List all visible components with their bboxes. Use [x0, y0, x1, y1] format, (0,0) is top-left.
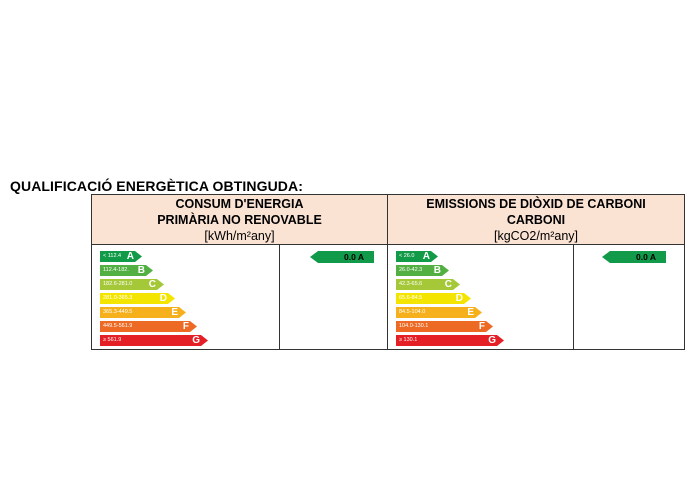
rating-range: ≥ 130.1	[399, 337, 418, 343]
energy-unit: [kWh/m²any]	[204, 229, 275, 243]
energy-consumption-header: CONSUM D'ENERGIA PRIMÀRIA NO RENOVABLE […	[92, 195, 388, 245]
energy-header-line1: CONSUM D'ENERGIA	[175, 197, 304, 211]
rating-letter: A	[126, 251, 134, 262]
rating-bar-e: 84.5-104.0 E	[396, 307, 482, 318]
rating-range: 104.0-130.1	[399, 323, 429, 329]
rating-range: < 112.4	[103, 253, 122, 259]
rating-letter: E	[467, 307, 474, 318]
energy-header-line2: PRIMÀRIA NO RENOVABLE	[157, 213, 322, 227]
rating-range: 65.6-84.5	[399, 295, 423, 301]
co2-scale: < 26.0 A 26.0-42.3 B 42.3-65.6 C 65.6-84.5 D 84.…	[388, 245, 574, 349]
rating-bar-b: 26.0-42.3 B	[396, 265, 449, 276]
rating-letter: E	[171, 307, 178, 318]
rating-bar-b: 112.4-182. B	[100, 265, 153, 276]
co2-emissions-header: EMISSIONS DE DIÒXID DE CARBONI CARBONI […	[388, 195, 684, 245]
energy-result-badge: 0.0 A	[310, 251, 374, 263]
rating-range: < 26.0	[399, 253, 415, 259]
rating-range: 42.3-65.6	[399, 281, 423, 287]
energy-result-cell: 0.0 A	[280, 245, 388, 349]
energy-rating-table: CONSUM D'ENERGIA PRIMÀRIA NO RENOVABLE […	[91, 194, 685, 350]
rating-letter: C	[148, 279, 156, 290]
rating-range: 182.6-281.0	[103, 281, 133, 287]
co2-result-cell: 0.0 A	[574, 245, 684, 349]
rating-range: 281.0-365.3	[103, 295, 133, 301]
rating-range: 26.0-42.3	[399, 267, 423, 273]
rating-letter: D	[455, 293, 463, 304]
co2-result-badge: 0.0 A	[602, 251, 666, 263]
co2-header-line1: EMISSIONS DE DIÒXID DE CARBONI	[426, 197, 646, 211]
rating-bar-c: 182.6-281.0 C	[100, 279, 164, 290]
rating-bar-a: < 26.0 A	[396, 251, 438, 262]
co2-unit: [kgCO2/m²any]	[493, 229, 579, 243]
rating-range: 112.4-182.	[103, 267, 129, 273]
co2-header-line2: CARBONI	[506, 213, 566, 227]
rating-bar-c: 42.3-65.6 C	[396, 279, 460, 290]
rating-letter: G	[488, 335, 496, 346]
rating-bar-d: 65.6-84.5 D	[396, 293, 471, 304]
rating-letter: F	[478, 321, 485, 332]
rating-range: 449.5-561.9	[103, 323, 133, 329]
rating-range: 365.3-449.5	[103, 309, 133, 315]
page-title: QUALIFICACIÓ ENERGÈTICA OBTINGUDA:	[10, 178, 303, 194]
rating-range: 84.5-104.0	[399, 309, 426, 315]
rating-bar-f: 104.0-130.1 F	[396, 321, 493, 332]
rating-letter: A	[422, 251, 430, 262]
rating-bar-a: < 112.4 A	[100, 251, 142, 262]
rating-letter: D	[159, 293, 167, 304]
rating-letter: F	[182, 321, 189, 332]
rating-letter: B	[433, 265, 441, 276]
rating-range: ≥ 561.9	[103, 337, 122, 343]
rating-bar-e: 365.3-449.5 E	[100, 307, 186, 318]
rating-letter: C	[444, 279, 452, 290]
rating-bar-g: ≥ 130.1 G	[396, 335, 504, 346]
rating-bar-f: 449.5-561.9 F	[100, 321, 197, 332]
rating-letter: B	[137, 265, 145, 276]
rating-bar-g: ≥ 561.9 G	[100, 335, 208, 346]
energy-scale: < 112.4 A 112.4-182. B 182.6-281.0 C 281.0-365…	[92, 245, 280, 349]
rating-letter: G	[192, 335, 200, 346]
rating-bar-d: 281.0-365.3 D	[100, 293, 175, 304]
